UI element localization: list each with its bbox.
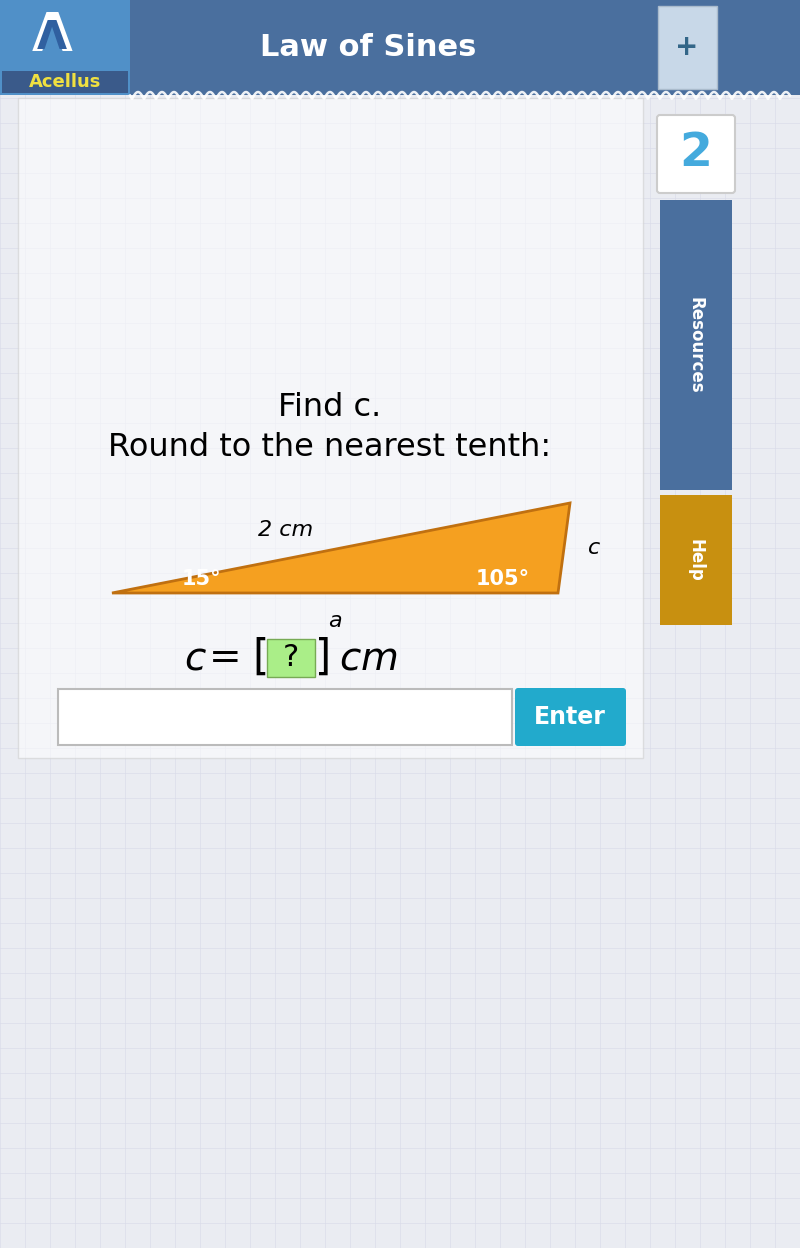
FancyBboxPatch shape — [658, 6, 717, 89]
FancyBboxPatch shape — [0, 0, 130, 95]
Text: $c$: $c$ — [183, 639, 206, 676]
Text: 2 cm: 2 cm — [258, 520, 314, 540]
Text: Help: Help — [687, 539, 705, 582]
Text: Enter: Enter — [534, 705, 606, 729]
Text: Law of Sines: Law of Sines — [260, 32, 476, 61]
FancyBboxPatch shape — [18, 99, 643, 758]
Text: 105°: 105° — [476, 569, 530, 589]
Text: 2: 2 — [679, 131, 713, 176]
Text: a: a — [328, 612, 342, 631]
Text: c: c — [588, 538, 600, 558]
Text: Acellus: Acellus — [29, 72, 101, 91]
FancyBboxPatch shape — [267, 639, 315, 676]
FancyBboxPatch shape — [515, 688, 626, 746]
FancyBboxPatch shape — [0, 0, 800, 95]
FancyBboxPatch shape — [660, 495, 732, 625]
Text: Λ: Λ — [37, 19, 67, 57]
FancyBboxPatch shape — [660, 200, 732, 490]
Text: Round to the nearest tenth:: Round to the nearest tenth: — [109, 433, 551, 463]
Text: Resources: Resources — [687, 297, 705, 393]
Text: $cm$: $cm$ — [338, 639, 398, 676]
Text: 15°: 15° — [182, 569, 222, 589]
FancyBboxPatch shape — [58, 689, 512, 745]
Text: +: + — [675, 32, 698, 61]
Text: ?: ? — [283, 644, 299, 673]
Text: Λ: Λ — [31, 10, 73, 62]
FancyBboxPatch shape — [657, 115, 735, 193]
Polygon shape — [112, 503, 570, 593]
Text: [: [ — [252, 636, 268, 679]
Text: Find c.: Find c. — [278, 393, 382, 423]
Text: =: = — [209, 639, 242, 676]
FancyBboxPatch shape — [2, 71, 128, 94]
Text: ]: ] — [315, 636, 331, 679]
